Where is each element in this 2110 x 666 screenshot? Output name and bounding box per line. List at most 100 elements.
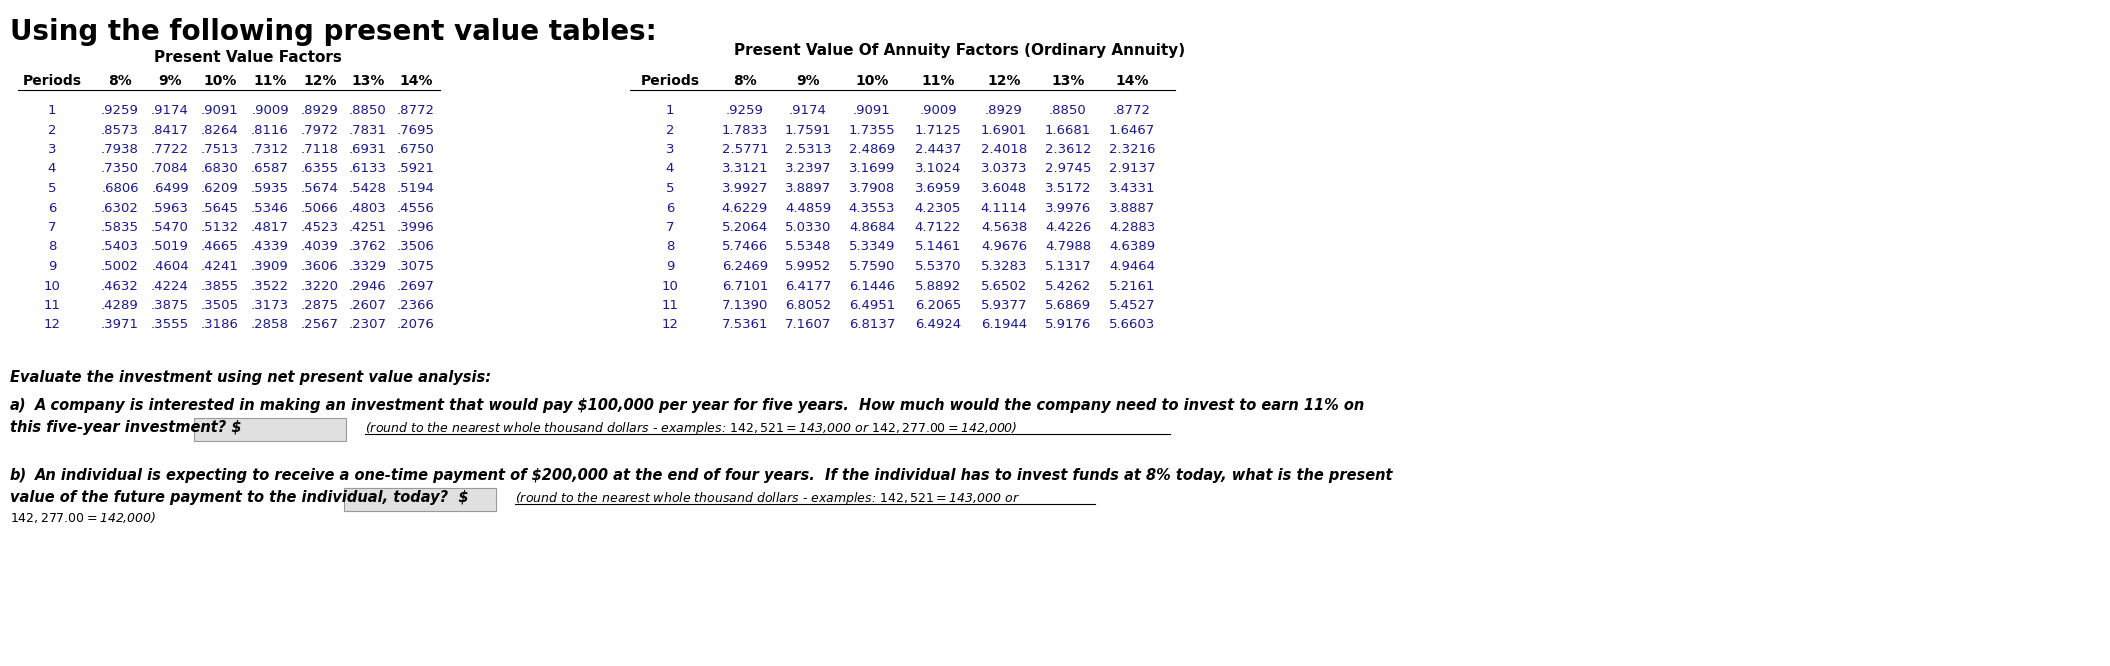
Text: 11%: 11% (922, 74, 954, 88)
Text: 13%: 13% (1051, 74, 1085, 88)
Text: 5.3349: 5.3349 (848, 240, 895, 254)
Text: 1.7355: 1.7355 (848, 123, 895, 137)
Text: 2: 2 (49, 123, 57, 137)
Text: .8264: .8264 (200, 123, 238, 137)
Text: 10%: 10% (855, 74, 888, 88)
Text: .4289: .4289 (101, 299, 139, 312)
Text: .8850: .8850 (1049, 104, 1087, 117)
Text: 6.4924: 6.4924 (916, 318, 960, 332)
Text: 1.6681: 1.6681 (1044, 123, 1091, 137)
Text: 7: 7 (667, 221, 675, 234)
Text: .3522: .3522 (251, 280, 289, 292)
Text: 4.7988: 4.7988 (1044, 240, 1091, 254)
Text: 5.9952: 5.9952 (785, 260, 831, 273)
Text: 5.6502: 5.6502 (981, 280, 1028, 292)
Text: .2307: .2307 (348, 318, 386, 332)
Text: 3.0373: 3.0373 (981, 163, 1028, 176)
Text: 3.8887: 3.8887 (1110, 202, 1154, 214)
Text: .4632: .4632 (101, 280, 139, 292)
Text: 11: 11 (44, 299, 61, 312)
Text: .5963: .5963 (152, 202, 190, 214)
Text: .8417: .8417 (152, 123, 190, 137)
Text: .4241: .4241 (200, 260, 238, 273)
Text: 5.5348: 5.5348 (785, 240, 831, 254)
Text: 3.2397: 3.2397 (785, 163, 831, 176)
Text: 7.1390: 7.1390 (722, 299, 768, 312)
Text: 3.7908: 3.7908 (848, 182, 895, 195)
Text: 14%: 14% (1116, 74, 1148, 88)
Text: 6.2065: 6.2065 (916, 299, 962, 312)
Text: Present Value Of Annuity Factors (Ordinary Annuity): Present Value Of Annuity Factors (Ordina… (734, 43, 1186, 57)
Text: 4.3553: 4.3553 (848, 202, 895, 214)
Text: .2697: .2697 (397, 280, 435, 292)
Text: .6587: .6587 (251, 163, 289, 176)
Text: 1.7833: 1.7833 (722, 123, 768, 137)
Text: .6830: .6830 (200, 163, 238, 176)
Text: 6.4951: 6.4951 (848, 299, 895, 312)
Text: 2.9745: 2.9745 (1044, 163, 1091, 176)
Text: 4: 4 (49, 163, 57, 176)
Text: .9091: .9091 (852, 104, 890, 117)
Text: 3.3121: 3.3121 (722, 163, 768, 176)
Text: 11%: 11% (253, 74, 287, 88)
Text: 8%: 8% (108, 74, 131, 88)
Text: .9259: .9259 (101, 104, 139, 117)
Text: 10: 10 (663, 280, 679, 292)
Text: .4523: .4523 (302, 221, 340, 234)
Text: 12: 12 (44, 318, 61, 332)
Text: .5835: .5835 (101, 221, 139, 234)
Text: .4039: .4039 (302, 240, 340, 254)
Text: 5: 5 (49, 182, 57, 195)
Text: .4556: .4556 (397, 202, 435, 214)
Text: 2: 2 (667, 123, 675, 137)
Text: 5.1461: 5.1461 (916, 240, 962, 254)
Text: .5132: .5132 (200, 221, 238, 234)
Text: .6133: .6133 (348, 163, 386, 176)
Text: (round to the nearest whole thousand dollars - examples: $142,521 = $143,000 or: (round to the nearest whole thousand dol… (515, 490, 1019, 507)
Text: .8116: .8116 (251, 123, 289, 137)
Text: 2.5771: 2.5771 (722, 143, 768, 156)
Text: 2.5313: 2.5313 (785, 143, 831, 156)
Text: 1.6467: 1.6467 (1110, 123, 1154, 137)
Text: 3.4331: 3.4331 (1108, 182, 1156, 195)
Text: 8%: 8% (732, 74, 757, 88)
Text: .9091: .9091 (200, 104, 238, 117)
Text: A company is interested in making an investment that would pay $100,000 per year: A company is interested in making an inv… (36, 398, 1365, 413)
Text: 5: 5 (667, 182, 675, 195)
Text: .7972: .7972 (302, 123, 340, 137)
Text: 5.0330: 5.0330 (785, 221, 831, 234)
Text: .2366: .2366 (397, 299, 435, 312)
Text: 3: 3 (667, 143, 675, 156)
Text: .3875: .3875 (152, 299, 190, 312)
Text: .5674: .5674 (302, 182, 340, 195)
Text: .4224: .4224 (152, 280, 190, 292)
Text: .4817: .4817 (251, 221, 289, 234)
Text: 3: 3 (49, 143, 57, 156)
Text: 9: 9 (667, 260, 675, 273)
Text: .4665: .4665 (200, 240, 238, 254)
Text: .3186: .3186 (200, 318, 238, 332)
Text: 2.4018: 2.4018 (981, 143, 1028, 156)
Text: 5.2161: 5.2161 (1108, 280, 1156, 292)
Text: .9009: .9009 (251, 104, 289, 117)
Text: .7513: .7513 (200, 143, 238, 156)
Text: 2.9137: 2.9137 (1108, 163, 1156, 176)
Text: 3.8897: 3.8897 (785, 182, 831, 195)
FancyBboxPatch shape (194, 418, 346, 441)
Text: .3909: .3909 (251, 260, 289, 273)
Text: .5935: .5935 (251, 182, 289, 195)
Text: 4.1114: 4.1114 (981, 202, 1028, 214)
Text: .8929: .8929 (985, 104, 1023, 117)
Text: .2875: .2875 (302, 299, 340, 312)
Text: 4.4859: 4.4859 (785, 202, 831, 214)
Text: 5.8892: 5.8892 (916, 280, 962, 292)
Text: .3606: .3606 (302, 260, 340, 273)
Text: .4604: .4604 (152, 260, 188, 273)
Text: 4.9676: 4.9676 (981, 240, 1028, 254)
Text: 12: 12 (663, 318, 679, 332)
Text: .4803: .4803 (348, 202, 386, 214)
Text: 8: 8 (667, 240, 675, 254)
Text: .3855: .3855 (200, 280, 238, 292)
Text: 2.3216: 2.3216 (1108, 143, 1156, 156)
Text: .5346: .5346 (251, 202, 289, 214)
